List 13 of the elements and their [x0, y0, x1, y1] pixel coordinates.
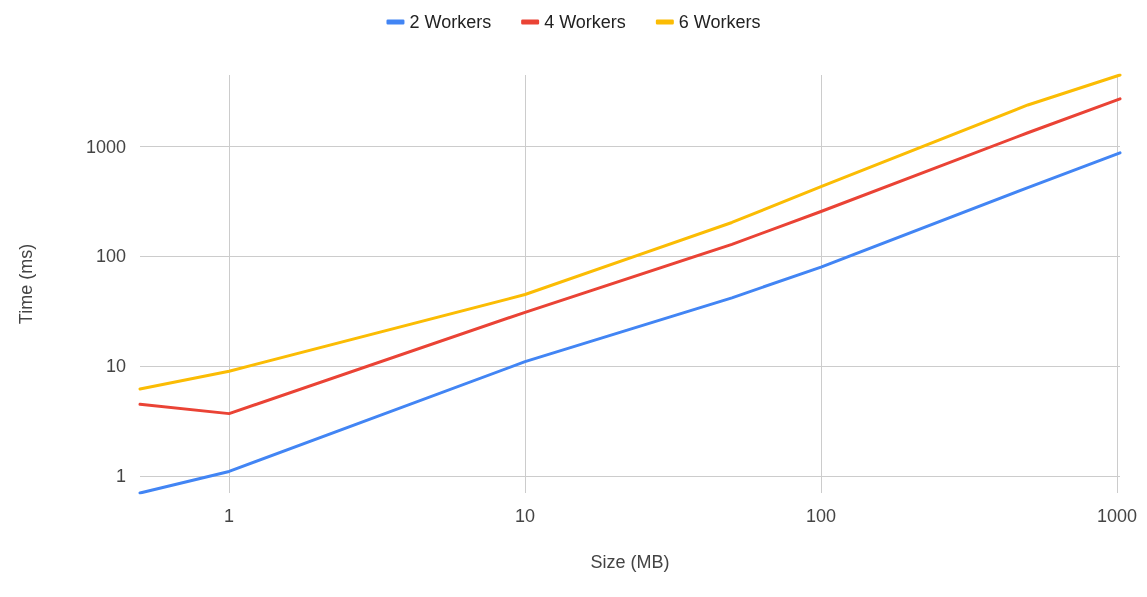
x-tick-label: 1	[224, 506, 235, 526]
legend-label: 2 Workers	[409, 12, 492, 32]
y-tick-label: 100	[95, 246, 126, 267]
x-tick-label: 100	[805, 506, 837, 526]
legend-label: 6 Workers	[678, 12, 761, 32]
x-axis-title: Size (MB)	[590, 552, 670, 572]
y-tick-label: 1000	[85, 136, 126, 157]
x-tick-label: 1000	[1096, 506, 1137, 526]
legend-label: 4 Workers	[544, 12, 626, 32]
y-tick-label: 10	[105, 356, 126, 377]
x-tick-label: 10	[515, 506, 536, 526]
y-axis-title: Time (ms)	[16, 243, 36, 325]
y-tick-label: 1	[115, 466, 126, 486]
